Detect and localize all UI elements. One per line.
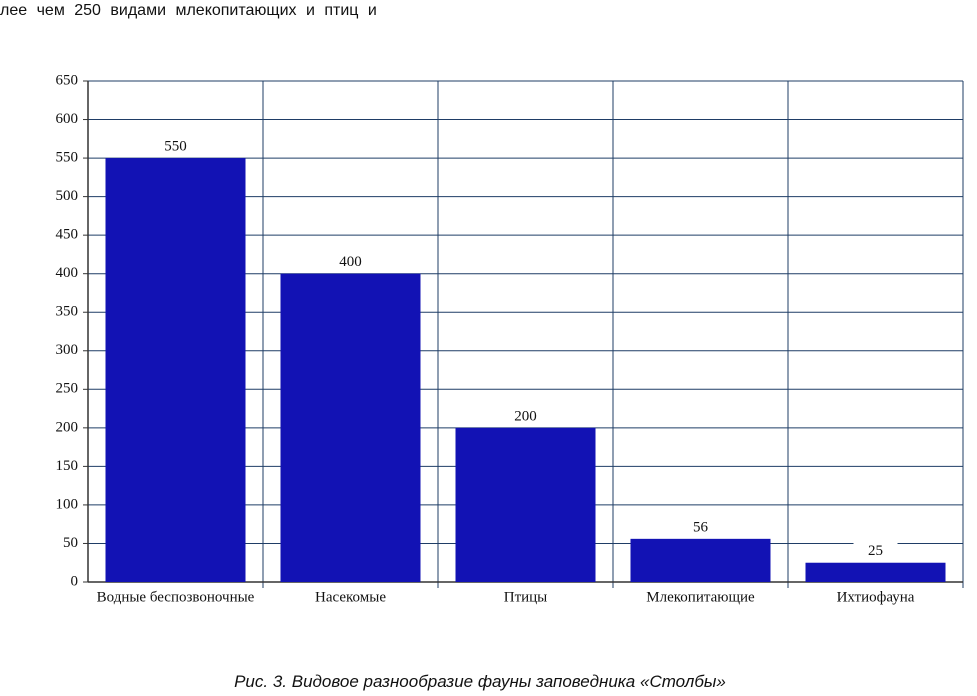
y-tick-label: 350 [56,304,79,320]
y-tick-label: 550 [56,150,79,166]
figure-caption: Рис. 3. Видовое разнообразие фауны запов… [234,672,726,691]
y-tick-label: 500 [56,188,79,204]
value-label: 550 [164,139,187,155]
value-label-bg [328,253,373,272]
bar [630,538,771,582]
y-tick-label: 600 [56,111,79,127]
y-tick-label: 300 [56,342,79,358]
y-tick-label: 450 [56,227,79,243]
value-label: 25 [868,543,883,559]
x-tick-label: Насекомые [315,589,386,605]
bar [105,158,246,583]
bar [805,562,946,582]
x-tick-label: Водные беспозвоночные [97,589,255,605]
value-label-bg [678,518,723,537]
x-tick-label: Млекопитающие [646,589,755,605]
value-label: 56 [693,519,709,535]
chart: 0 50 100 150 200 250 300 350 400 450 500 550 600 650 В… [56,72,964,605]
value-label-bg [853,542,898,561]
body-text: лее чем 250 видами млекопитающих и птиц … [0,2,377,19]
y-tick-label: 100 [56,496,79,512]
value-label-bg [153,138,198,157]
value-label: 200 [514,408,537,424]
y-tick-label: 650 [56,72,79,88]
value-label: 400 [339,254,362,270]
y-tick-label: 400 [56,265,79,281]
bar [455,427,596,582]
y-tick-label: 200 [56,419,79,435]
y-tick-label: 150 [56,458,79,474]
y-tick-label: 0 [71,573,79,589]
x-tick-label: Птицы [504,589,548,605]
value-label-bg [503,407,548,426]
y-tick-label: 50 [63,535,78,551]
y-tick-label: 250 [56,381,79,397]
x-tick-label: Ихтиофауна [837,589,915,605]
bar [280,273,421,582]
